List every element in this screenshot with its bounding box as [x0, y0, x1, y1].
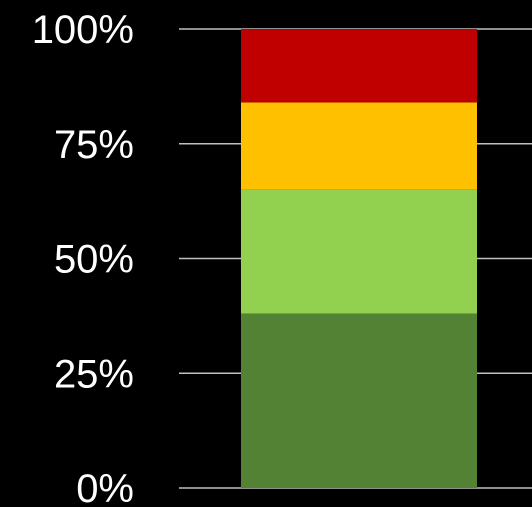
bar-segments — [241, 29, 477, 488]
y-tick-label: 25% — [54, 352, 134, 396]
y-axis-tick-labels: 0% 25% 50% 75% 100% — [32, 8, 134, 507]
bar-segment-2 — [241, 189, 477, 314]
bar-segment-3 — [241, 102, 477, 190]
y-tick-label: 50% — [54, 238, 134, 282]
y-tick-label: 75% — [54, 123, 134, 167]
bar-segment-4 — [241, 29, 477, 103]
y-tick-label: 100% — [32, 8, 134, 52]
bar-segment-1 — [241, 313, 477, 488]
y-tick-label: 0% — [76, 467, 134, 507]
